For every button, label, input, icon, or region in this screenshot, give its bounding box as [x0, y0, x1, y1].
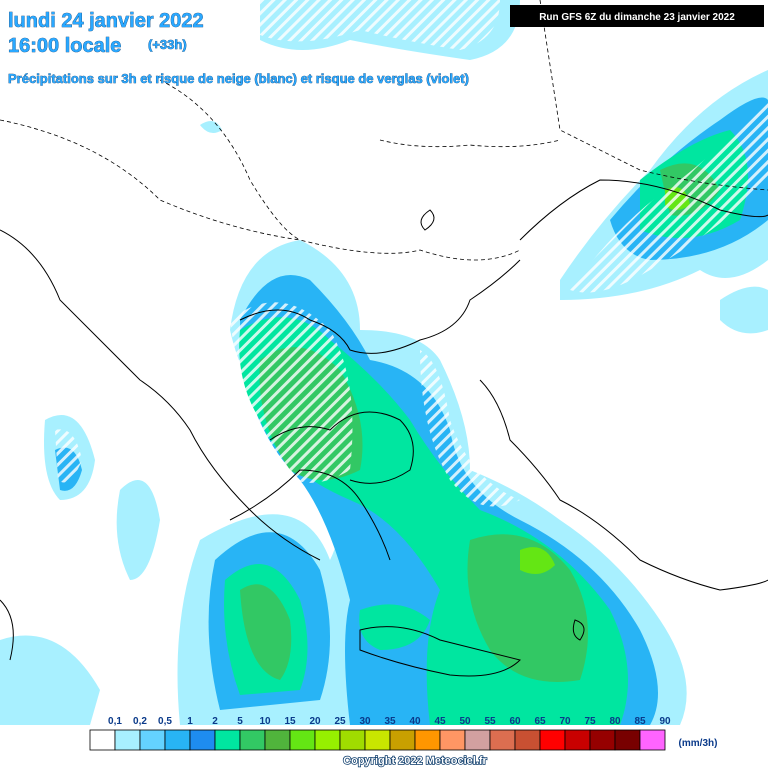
legend-swatch	[89, 729, 116, 751]
copyright: Copyright 2022 Meteociel.fr	[343, 755, 487, 767]
legend-swatch	[539, 729, 566, 751]
legend-swatch	[214, 729, 241, 751]
legend-label: 70	[559, 716, 571, 727]
legend-label: 35	[384, 716, 396, 727]
legend-swatch	[639, 729, 666, 751]
legend-label: 0,1	[108, 716, 122, 727]
legend-label: 55	[484, 716, 496, 727]
legend-swatch	[389, 729, 416, 751]
legend-swatch	[164, 729, 191, 751]
legend-swatch	[564, 729, 591, 751]
legend-label: 90	[659, 716, 671, 727]
legend-label: 30	[359, 716, 371, 727]
legend-label: 85	[634, 716, 646, 727]
legend-label: 45	[434, 716, 446, 727]
legend-swatch	[264, 729, 291, 751]
legend-swatch	[289, 729, 316, 751]
legend-label: 65	[534, 716, 546, 727]
legend-swatch	[314, 729, 341, 751]
legend-label: 15	[284, 716, 296, 727]
legend-swatch	[439, 729, 466, 751]
legend-swatch	[489, 729, 516, 751]
legend-unit: (mm/3h)	[679, 738, 718, 749]
run-info: Run GFS 6Z du dimanche 23 janvier 2022	[539, 12, 735, 23]
legend-swatch	[464, 729, 491, 751]
legend-swatch	[339, 729, 366, 751]
legend-swatch	[189, 729, 216, 751]
legend-swatch	[364, 729, 391, 751]
map-time: 16:00 locale	[8, 35, 121, 57]
legend-label: 80	[609, 716, 621, 727]
legend-label: 5	[237, 716, 243, 727]
legend-swatch	[139, 729, 166, 751]
legend-swatch	[589, 729, 616, 751]
coastlines	[0, 0, 768, 677]
legend-label: 0,2	[133, 716, 147, 727]
legend-swatch	[114, 729, 141, 751]
precipitation	[0, 0, 768, 725]
legend-label: 50	[459, 716, 471, 727]
run-banner	[510, 5, 764, 27]
legend-label: 25	[334, 716, 346, 727]
legend-swatch	[239, 729, 266, 751]
legend-swatch	[514, 729, 541, 751]
legend-label: 20	[309, 716, 321, 727]
legend-label: 2	[212, 716, 218, 727]
legend-label: 0,5	[158, 716, 172, 727]
map-title: lundi 24 janvier 2022	[8, 10, 204, 32]
legend-swatch	[614, 729, 641, 751]
legend-label: 1	[187, 716, 193, 727]
legend-label: 40	[409, 716, 421, 727]
map-lead: (+33h)	[148, 37, 187, 52]
legend-label: 10	[259, 716, 271, 727]
legend-label: 60	[509, 716, 521, 727]
map-subtitle: Précipitations sur 3h et risque de neige…	[8, 71, 469, 86]
legend-swatch	[414, 729, 441, 751]
legend-label: 75	[584, 716, 596, 727]
legend: 0,1 0,2 0,5 1 2 5 10 15 20 25 30 35 40 45 50 55 60 65 70 75…	[89, 716, 671, 751]
